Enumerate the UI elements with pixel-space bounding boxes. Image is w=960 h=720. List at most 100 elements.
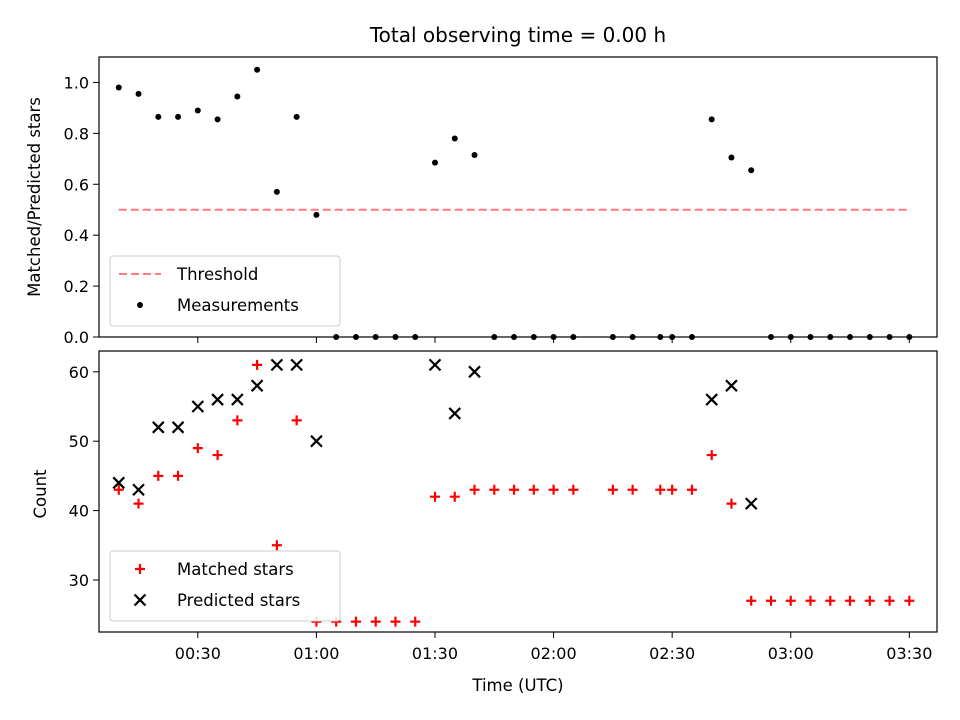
matched-stars-point bbox=[548, 484, 559, 495]
measurement-point bbox=[906, 334, 913, 340]
legend-matched-swatch bbox=[135, 564, 145, 574]
measurement-point bbox=[352, 334, 359, 340]
x-tick-label: 02:30 bbox=[649, 644, 695, 663]
plot-area: 0.0 0.2 0.4 0.6 0.8 1.0 Threshold Measurements 3… bbox=[64, 56, 938, 663]
measurement-point bbox=[787, 334, 794, 340]
measurement-point bbox=[491, 334, 498, 340]
measurement-point bbox=[657, 334, 664, 340]
predicted-stars-point bbox=[448, 407, 462, 420]
bottom-y-tick-label: 30 bbox=[69, 571, 89, 590]
measurement-point bbox=[866, 334, 873, 340]
x-tick-label: 01:00 bbox=[293, 644, 339, 663]
matched-stars-point bbox=[746, 595, 757, 606]
measurement-point bbox=[254, 66, 261, 73]
measurement-point bbox=[214, 116, 221, 123]
legend-label: Matched stars bbox=[177, 560, 294, 579]
x-axis-label: Time (UTC) bbox=[471, 676, 563, 695]
measurement-point bbox=[412, 334, 419, 340]
matched-stars-point bbox=[489, 484, 500, 495]
matched-stars-point bbox=[904, 595, 915, 606]
matched-stars-point bbox=[864, 595, 875, 606]
measurement-point bbox=[886, 334, 893, 340]
matched-stars-point bbox=[765, 595, 776, 606]
matched-stars-point bbox=[469, 484, 480, 495]
matched-stars-point bbox=[528, 484, 539, 495]
matched-stars-point bbox=[113, 484, 124, 495]
legend-measurements-swatch bbox=[137, 302, 143, 308]
measurement-point bbox=[728, 154, 735, 161]
measurement-point bbox=[313, 211, 320, 218]
predicted-stars-point bbox=[744, 497, 758, 510]
matched-stars-point bbox=[291, 415, 302, 426]
measurement-point bbox=[234, 93, 241, 100]
matched-stars-point bbox=[232, 415, 243, 426]
predicted-stars-point bbox=[152, 421, 165, 434]
matched-stars-point bbox=[429, 491, 440, 502]
matched-stars-point bbox=[153, 470, 164, 481]
legend-label: Measurements bbox=[177, 296, 299, 315]
matched-stars-point bbox=[825, 595, 836, 606]
measurement-point bbox=[767, 334, 774, 340]
bottom-y-tick-label: 40 bbox=[69, 502, 89, 521]
top-y-tick-label: 0.6 bbox=[64, 175, 89, 194]
measurement-point bbox=[688, 334, 695, 340]
matched-stars-point bbox=[133, 498, 144, 509]
matched-stars-point bbox=[785, 595, 796, 606]
matched-stars-point bbox=[192, 443, 203, 454]
predicted-stars-point bbox=[171, 421, 185, 434]
measurement-point bbox=[155, 113, 162, 120]
measurement-point bbox=[807, 334, 814, 340]
measurement-point bbox=[372, 334, 379, 340]
measurement-point bbox=[194, 107, 201, 114]
x-tick-label: 01:30 bbox=[412, 644, 458, 663]
top-y-tick-label: 1.0 bbox=[64, 73, 89, 92]
measurement-point bbox=[175, 113, 182, 120]
measurement-point bbox=[471, 152, 478, 158]
matched-stars-point bbox=[686, 484, 697, 495]
measurement-point bbox=[609, 334, 616, 340]
matched-stars-point bbox=[706, 450, 717, 461]
measurement-point bbox=[511, 334, 518, 340]
matched-stars-point bbox=[509, 484, 520, 495]
measurement-point bbox=[629, 334, 636, 340]
chart-title: Total observing time = 0.00 h bbox=[369, 23, 666, 47]
matched-stars-point bbox=[390, 616, 401, 627]
matched-stars-point bbox=[805, 595, 816, 606]
legend-predicted-swatch bbox=[133, 593, 147, 607]
predicted-stars-point bbox=[211, 393, 224, 406]
bottom-y-tick-label: 60 bbox=[69, 363, 89, 382]
x-tick-label: 03:00 bbox=[768, 644, 814, 663]
matched-stars-point bbox=[655, 484, 666, 495]
measurement-point bbox=[333, 334, 340, 340]
measurement-point bbox=[135, 90, 142, 97]
matched-stars-point bbox=[252, 359, 263, 370]
x-tick-label: 03:30 bbox=[886, 644, 932, 663]
top-y-tick-label: 0.4 bbox=[64, 226, 89, 245]
matched-stars-point bbox=[667, 484, 678, 495]
measurement-point bbox=[708, 116, 715, 123]
predicted-stars-point bbox=[250, 379, 264, 392]
predicted-stars-point bbox=[290, 358, 303, 372]
measurement-point bbox=[847, 334, 854, 340]
x-tick-label: 02:00 bbox=[531, 644, 577, 663]
top-y-tick-label: 0.0 bbox=[64, 328, 89, 347]
predicted-stars-point bbox=[310, 434, 323, 448]
top-y-axis-label: Matched/Predicted stars bbox=[25, 97, 44, 297]
predicted-stars-point bbox=[705, 393, 718, 406]
top-y-tick-label: 0.2 bbox=[64, 277, 89, 296]
predicted-stars-point bbox=[428, 358, 442, 372]
measurement-point bbox=[115, 84, 122, 91]
top-y-tick-label: 0.8 bbox=[64, 124, 89, 143]
predicted-stars-point bbox=[725, 379, 738, 392]
measurement-point bbox=[748, 167, 755, 174]
matched-stars-point bbox=[410, 616, 421, 627]
top-legend-box bbox=[109, 255, 341, 327]
measurement-point bbox=[570, 334, 577, 340]
top-axes-frame bbox=[98, 56, 938, 338]
matched-stars-point bbox=[350, 616, 361, 627]
measurement-point bbox=[293, 113, 300, 120]
measurement-point bbox=[431, 159, 438, 166]
matched-stars-point bbox=[884, 595, 895, 606]
predicted-stars-point bbox=[231, 393, 244, 406]
